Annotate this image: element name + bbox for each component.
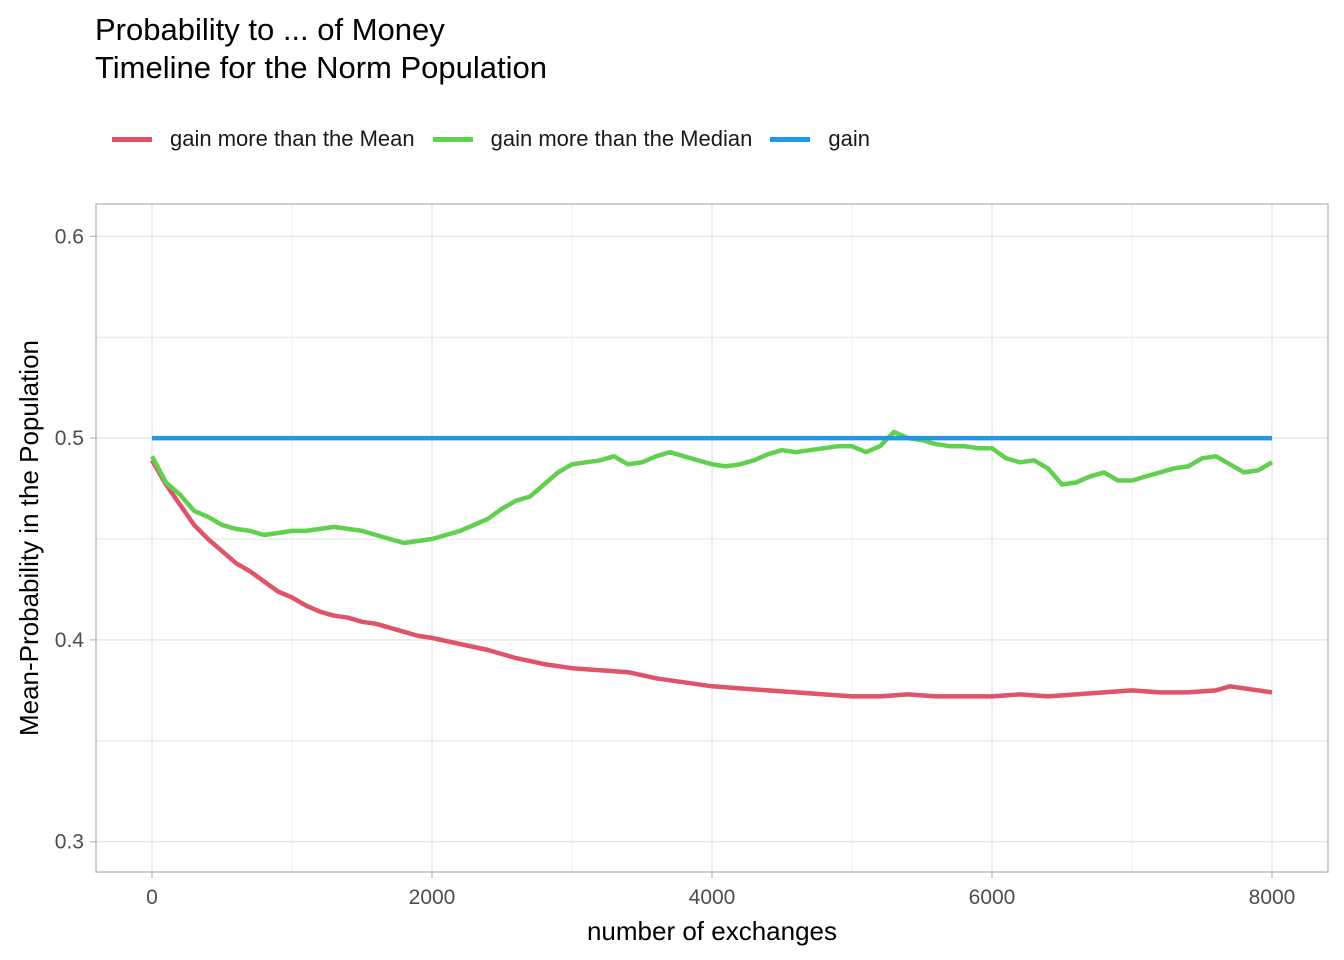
chart-title-line-1: Probability to ... of Money bbox=[95, 12, 445, 47]
legend-key-gain bbox=[770, 136, 811, 142]
y-tick-label: 0.5 bbox=[55, 427, 84, 450]
x-axis-title: number of exchanges bbox=[587, 916, 837, 946]
series-line-2 bbox=[150, 429, 1274, 546]
x-tick-label: 8000 bbox=[1249, 886, 1296, 909]
legend-label-gain: gain bbox=[828, 126, 870, 151]
legend-item-gain: gain bbox=[770, 126, 870, 152]
legend-key-mean bbox=[112, 136, 152, 142]
x-tick-label: 0 bbox=[146, 886, 158, 909]
legend-key-median bbox=[432, 136, 473, 142]
x-tick-label: 2000 bbox=[409, 886, 456, 909]
legend: gain more than the Mean gain more than t… bbox=[112, 122, 888, 156]
x-tick-label: 4000 bbox=[689, 886, 736, 909]
series-line-1 bbox=[150, 459, 1273, 699]
x-axis-ticks: 0 2000 4000 6000 8000 bbox=[146, 872, 1295, 909]
y-axis-title: Mean-Probability in the Population bbox=[14, 340, 44, 736]
chart-title-line-2: Timeline for the Norm Population bbox=[95, 50, 547, 85]
major-gridlines bbox=[96, 204, 1328, 872]
y-tick-label: 0.3 bbox=[55, 831, 84, 854]
legend-label-median: gain more than the Median bbox=[490, 126, 753, 151]
x-tick-label: 6000 bbox=[969, 886, 1016, 909]
legend-label-mean: gain more than the Mean bbox=[170, 126, 415, 151]
legend-item-median: gain more than the Median bbox=[432, 126, 753, 152]
y-tick-label: 0.4 bbox=[55, 629, 85, 652]
legend-item-mean: gain more than the Mean bbox=[112, 126, 415, 152]
y-tick-label: 0.6 bbox=[55, 225, 84, 248]
y-axis-ticks: 0.3 0.4 0.5 0.6 bbox=[55, 225, 96, 854]
series-lines bbox=[150, 429, 1274, 699]
